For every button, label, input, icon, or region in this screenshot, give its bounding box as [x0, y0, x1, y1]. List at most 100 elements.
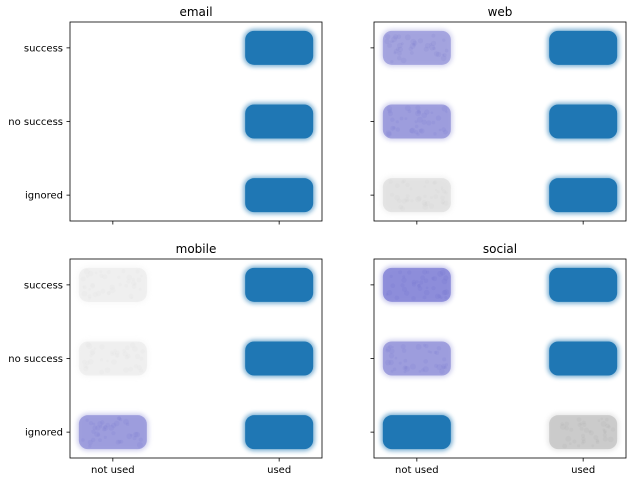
cluster-speck — [117, 439, 122, 444]
cluster-body — [245, 178, 314, 213]
cluster-speck — [82, 285, 87, 290]
cluster-body — [382, 104, 451, 139]
cluster-speck — [88, 421, 94, 426]
cluster-speck — [393, 34, 399, 40]
cluster-speck — [603, 430, 607, 434]
cluster-speck — [442, 38, 446, 42]
cluster-speck — [124, 345, 130, 351]
cluster-speck — [110, 352, 114, 357]
cluster-speck — [402, 286, 407, 292]
cluster-speck — [94, 431, 100, 438]
cluster-speck — [126, 279, 131, 284]
cluster-speck — [602, 433, 607, 438]
cluster-speck — [114, 350, 120, 356]
x-tick-label: not used — [91, 465, 135, 476]
cluster-speck — [434, 188, 438, 192]
cluster-speck — [439, 296, 443, 299]
cluster-speck — [577, 422, 582, 427]
cluster-speck — [102, 427, 107, 432]
cluster-speck — [414, 120, 418, 124]
cluster-speck — [389, 274, 393, 278]
cluster-speck — [433, 51, 440, 57]
cluster-speck — [133, 431, 139, 438]
cluster-speck — [81, 290, 88, 297]
cluster-speck — [422, 204, 429, 211]
cluster-speck — [393, 51, 397, 55]
cluster-speck — [398, 204, 404, 210]
cluster-speck — [404, 366, 411, 372]
y-tick-label: success — [24, 280, 63, 291]
cluster-speck — [123, 367, 129, 373]
cluster-speck — [562, 443, 568, 449]
cluster-speck — [435, 51, 442, 58]
cluster-speck — [386, 290, 393, 296]
cluster-speck — [108, 424, 115, 431]
cluster-speck — [423, 278, 429, 284]
cluster-body — [382, 30, 451, 65]
cluster-speck — [430, 40, 437, 47]
cluster-speck — [409, 363, 416, 370]
cluster-used-ignored — [547, 413, 620, 452]
cluster-speck — [414, 130, 419, 135]
cluster-speck — [410, 199, 414, 203]
cluster-speck — [106, 291, 111, 295]
cluster-used-no-success — [243, 339, 316, 378]
cluster-speck — [87, 439, 93, 445]
cluster-speck — [138, 368, 144, 373]
cluster-speck — [392, 367, 397, 372]
cluster-speck — [444, 191, 448, 195]
cluster-used-ignored — [547, 176, 620, 215]
cluster-speck — [85, 341, 91, 348]
cluster-speck — [412, 40, 418, 46]
cluster-speck — [443, 275, 449, 281]
cluster-speck — [388, 344, 393, 349]
cluster-speck — [416, 110, 421, 115]
cluster-speck — [404, 117, 408, 120]
y-tick-label: ignored — [25, 191, 63, 202]
cluster-speck — [581, 436, 586, 442]
cluster-speck — [588, 429, 592, 433]
cluster-speck — [445, 363, 448, 367]
cluster-speck — [92, 425, 98, 431]
cluster-speck — [83, 366, 89, 372]
cluster-speck — [113, 420, 120, 427]
cluster-speck — [607, 425, 611, 429]
cluster-speck — [419, 280, 424, 285]
cluster-body — [245, 415, 314, 450]
cluster-speck — [123, 418, 129, 425]
cluster-speck — [444, 296, 448, 300]
cluster-speck — [569, 427, 574, 432]
cluster-speck — [91, 437, 96, 443]
cluster-speck — [131, 284, 137, 289]
cluster-speck — [431, 276, 435, 280]
cluster-speck — [441, 53, 445, 56]
cluster-body — [549, 104, 618, 139]
cluster-used-success — [547, 28, 620, 67]
cluster-speck — [423, 194, 427, 198]
cluster-speck — [433, 180, 438, 185]
cluster-speck — [402, 179, 406, 183]
cluster-speck — [435, 115, 442, 121]
cluster-body — [245, 104, 314, 139]
cluster-speck — [391, 36, 398, 42]
cluster-speck — [443, 129, 448, 135]
cluster-speck — [403, 370, 407, 374]
cluster-speck — [441, 201, 445, 205]
cluster-speck — [99, 425, 103, 429]
cluster-speck — [396, 47, 400, 51]
cluster-speck — [439, 368, 445, 375]
cluster-speck — [409, 128, 415, 134]
cluster-speck — [425, 179, 429, 184]
cluster-speck — [395, 120, 399, 124]
cluster-speck — [389, 348, 395, 354]
cluster-speck — [111, 359, 117, 365]
cluster-speck — [404, 197, 410, 203]
cluster-speck — [397, 46, 403, 53]
cluster-speck — [416, 116, 423, 123]
cluster-speck — [128, 366, 134, 372]
cluster-not-used-ignored — [76, 413, 149, 452]
cluster-speck — [428, 203, 435, 209]
cluster-speck — [119, 439, 124, 444]
cluster-speck — [432, 181, 436, 185]
cluster-speck — [401, 348, 407, 353]
